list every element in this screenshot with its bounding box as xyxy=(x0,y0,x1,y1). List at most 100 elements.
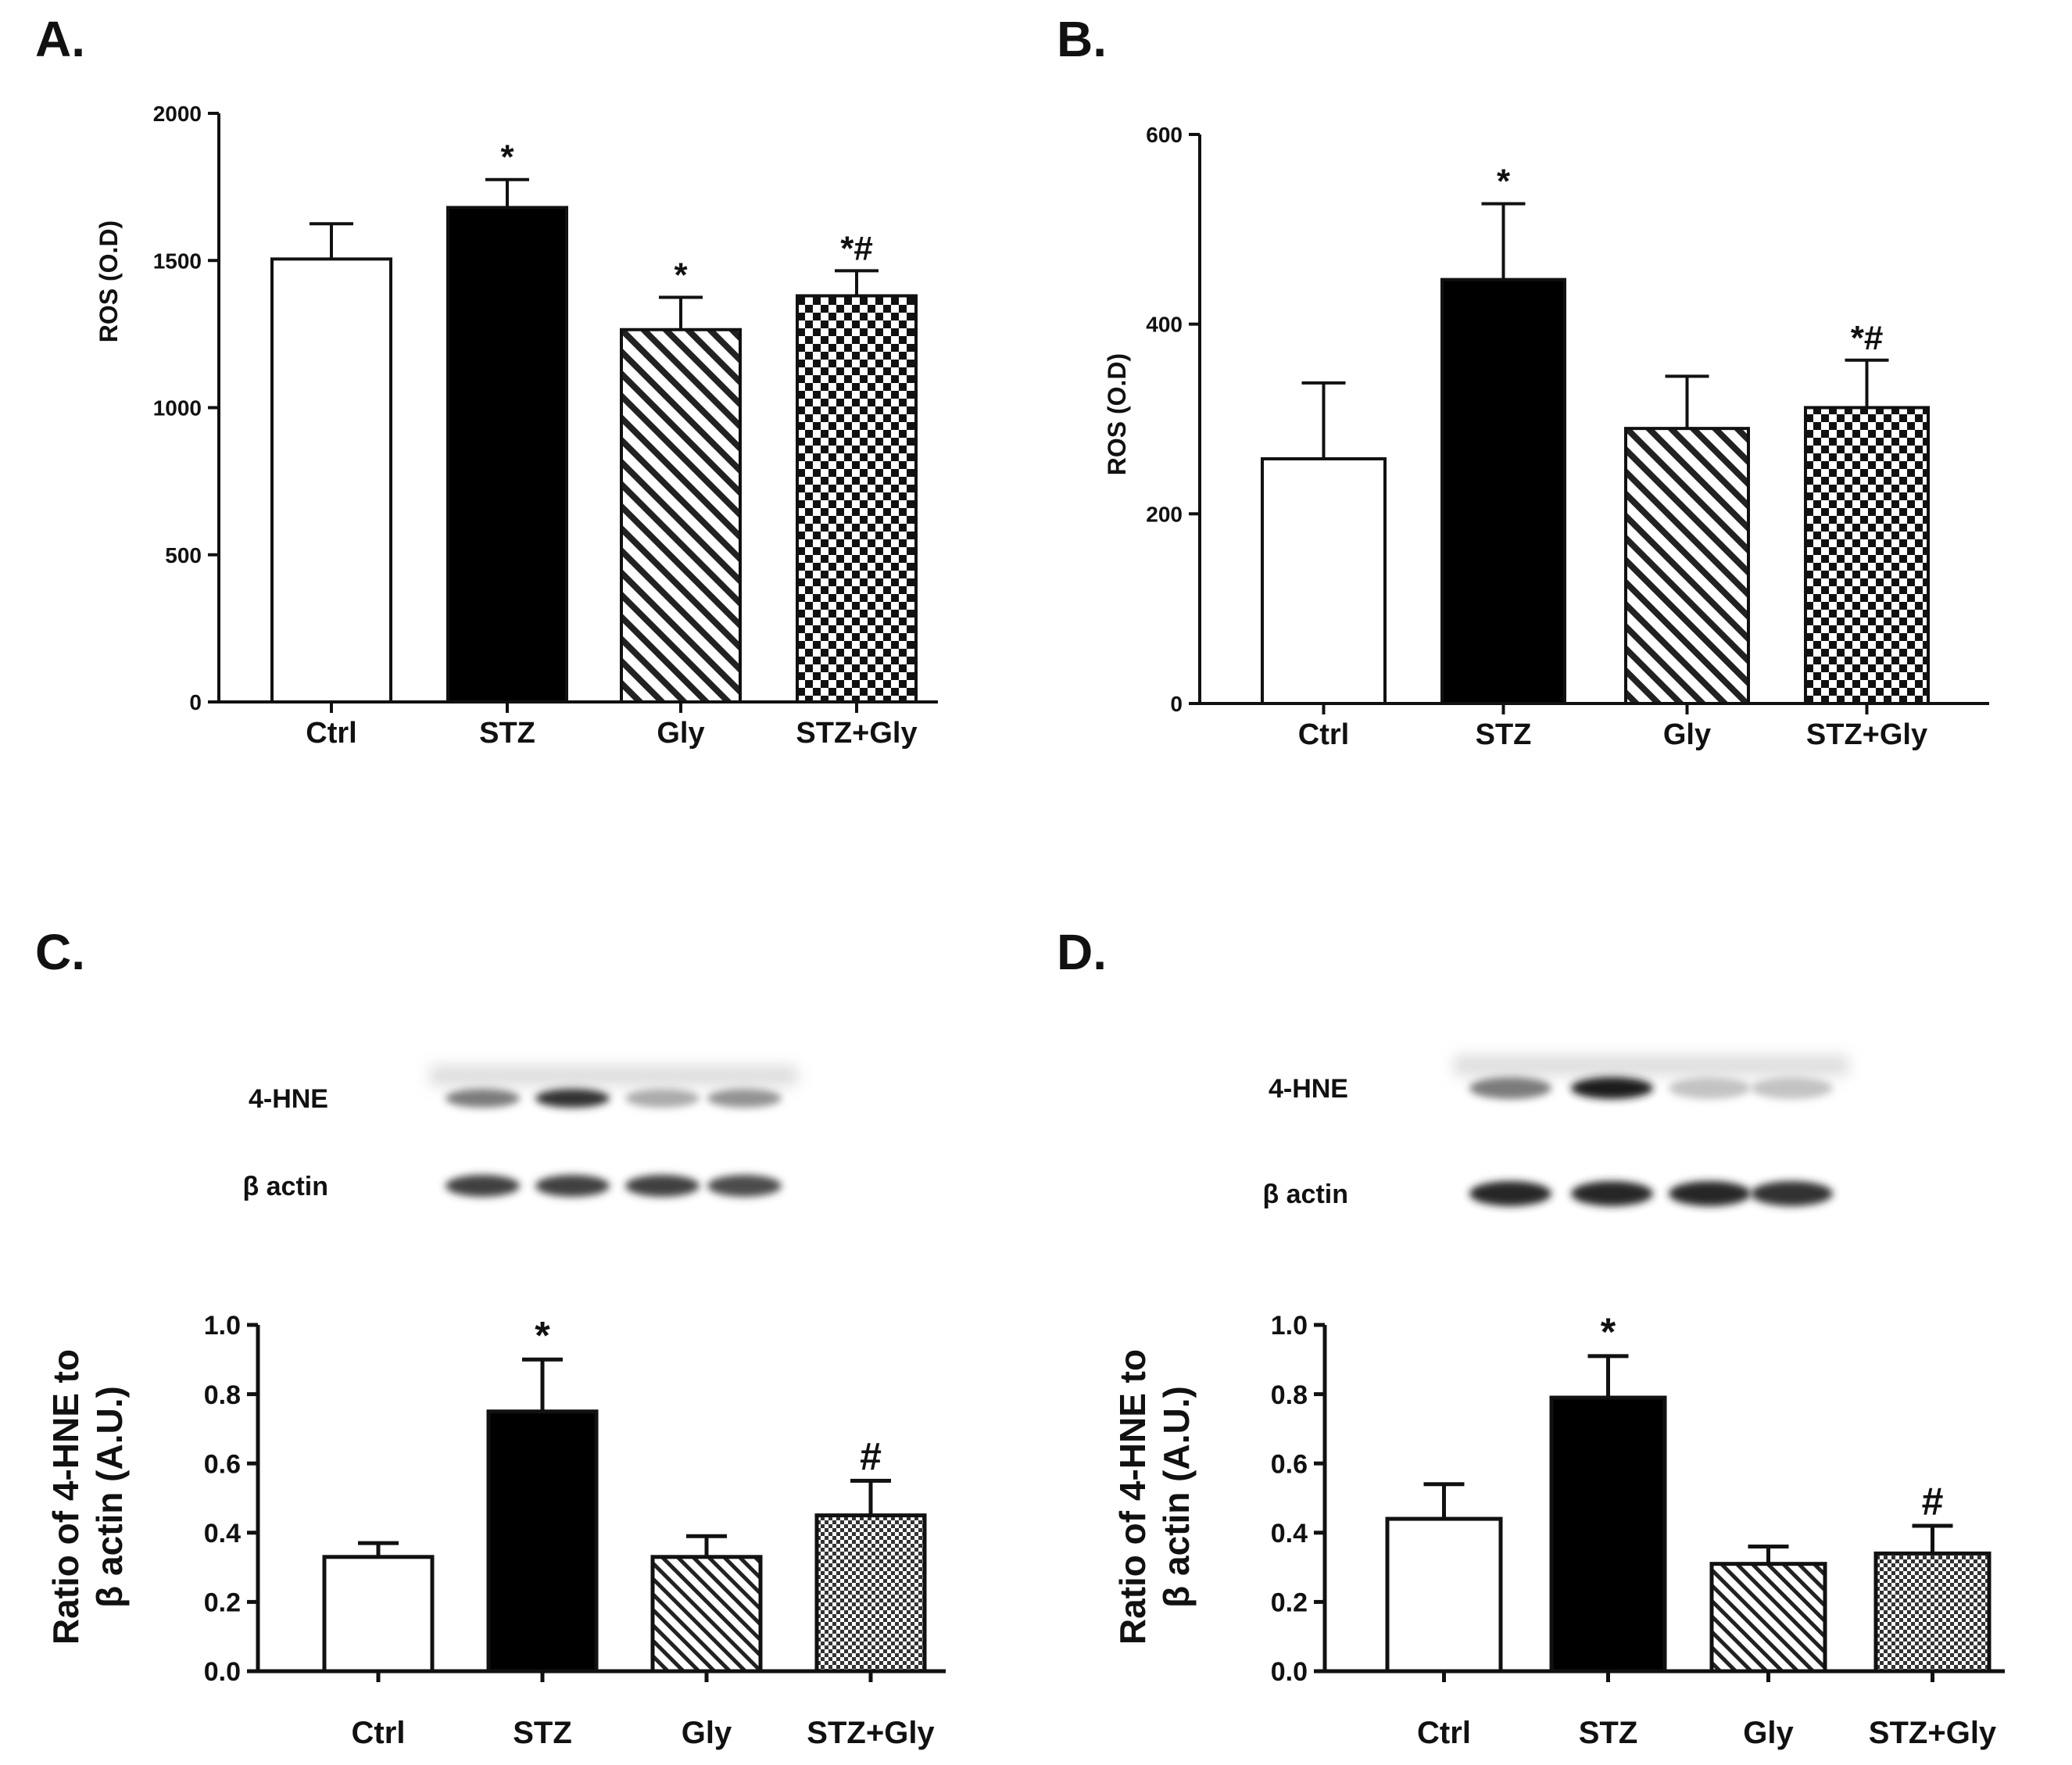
significance-mark: * xyxy=(500,138,514,177)
band-4hne xyxy=(1469,1077,1551,1099)
x-category-label: Gly xyxy=(657,717,704,750)
x-category-label: Ctrl xyxy=(1298,718,1349,751)
y-axis-label: ROS (O.D) xyxy=(95,220,123,342)
bar-ctrl xyxy=(270,257,392,703)
y-tick-label: 500 xyxy=(165,543,202,567)
band-4hne xyxy=(707,1089,782,1108)
significance-mark: *# xyxy=(840,229,873,267)
significance-mark: * xyxy=(1497,163,1511,201)
y-tick-label: 1000 xyxy=(153,396,202,421)
significance-mark: * xyxy=(1601,1310,1616,1354)
x-category-label: STZ+Gly xyxy=(1806,718,1927,751)
chart-panel-b: 0 200 400 600 ROS (O.D) Ctrl STZ * Gly STZ+Gly *# xyxy=(1103,123,1989,751)
bar-gly xyxy=(1624,427,1750,706)
x-category-label: Gly xyxy=(1663,718,1711,751)
y-axis-label-line: Ratio of 4-HNE to xyxy=(1112,1349,1153,1645)
band-beta-actin xyxy=(1669,1181,1751,1206)
bar-stz xyxy=(486,1409,599,1674)
significance-mark: * xyxy=(674,256,688,294)
y-tick-label: 0 xyxy=(189,690,202,714)
x-category-label: STZ xyxy=(479,717,535,750)
y-tick-label: 0.4 xyxy=(1271,1519,1308,1548)
x-category-label: Ctrl xyxy=(352,1716,406,1750)
y-tick-label: 400 xyxy=(1146,313,1183,337)
panel-label-b: B. xyxy=(1057,11,1107,67)
y-tick-label: 0.8 xyxy=(204,1380,241,1410)
bar-stz-plus-gly xyxy=(1873,1551,1991,1674)
x-category-label: Ctrl xyxy=(1417,1716,1471,1750)
band-beta-actin xyxy=(1571,1181,1653,1206)
x-category-label: STZ+Gly xyxy=(1869,1716,1997,1750)
band-4hne xyxy=(446,1089,520,1108)
y-axis-label-line: β actin (A.U.) xyxy=(1156,1386,1197,1608)
y-tick-label: 0.2 xyxy=(204,1588,241,1618)
y-tick-label: 1500 xyxy=(153,249,202,273)
band-4hne xyxy=(625,1089,700,1108)
panel-label-d: D. xyxy=(1057,924,1107,980)
blot-label-beta-actin: β actin xyxy=(242,1172,328,1201)
bar-gly xyxy=(650,1555,763,1674)
blot-background xyxy=(430,1065,797,1086)
chart-panel-c: 0.0 0.2 0.4 0.6 0.8 1.0 Ratio of 4-HNE to β act… xyxy=(45,1311,946,1750)
y-tick-label: 0.0 xyxy=(1271,1657,1308,1687)
band-4hne xyxy=(1669,1077,1751,1099)
significance-mark: * xyxy=(535,1313,550,1357)
y-tick-label: 600 xyxy=(1146,123,1183,147)
bar-stz-plus-gly xyxy=(796,294,918,703)
bar-gly xyxy=(1709,1562,1827,1674)
western-blot-c: 4-HNE β actin xyxy=(242,1065,797,1201)
y-axis-label-line: β actin (A.U.) xyxy=(89,1386,130,1608)
y-tick-label: 0.0 xyxy=(204,1657,241,1687)
panel-label-a: A. xyxy=(35,11,85,67)
x-category-label: Gly xyxy=(682,1716,732,1750)
significance-mark: *# xyxy=(1851,319,1884,357)
bar-stz xyxy=(1440,277,1566,705)
x-category-label: STZ+Gly xyxy=(796,717,917,750)
bar-ctrl xyxy=(1261,456,1387,706)
x-category-label: Ctrl xyxy=(306,717,356,750)
blot-label-beta-actin: β actin xyxy=(1262,1180,1348,1209)
chart-panel-a: 0 500 1000 1500 2000 ROS (O.D) Ctrl STZ * Gly * STZ… xyxy=(95,102,938,750)
bar-stz xyxy=(446,206,568,704)
band-beta-actin xyxy=(625,1175,700,1197)
y-tick-label: 0.6 xyxy=(1271,1449,1308,1479)
band-beta-actin xyxy=(446,1175,520,1197)
band-beta-actin xyxy=(535,1175,610,1197)
blot-background xyxy=(1454,1055,1848,1076)
chart-panel-d: 0.0 0.2 0.4 0.6 0.8 1.0 Ratio of 4-HNE to β act… xyxy=(1112,1310,2005,1750)
band-4hne xyxy=(1751,1077,1833,1099)
bar-ctrl xyxy=(322,1555,435,1674)
bar-gly xyxy=(620,328,742,703)
bar-stz xyxy=(1549,1395,1667,1674)
panel-label-c: C. xyxy=(35,924,85,980)
band-4hne xyxy=(1571,1077,1653,1099)
significance-mark: # xyxy=(1922,1480,1944,1523)
y-tick-label: 2000 xyxy=(153,102,202,126)
y-tick-label: 0.6 xyxy=(204,1449,241,1479)
blot-label-4hne: 4-HNE xyxy=(1269,1074,1348,1104)
bar-stz-plus-gly xyxy=(814,1513,927,1674)
x-category-label: Gly xyxy=(1743,1716,1794,1750)
y-axis-label: ROS (O.D) xyxy=(1103,353,1131,475)
y-tick-label: 1.0 xyxy=(1271,1311,1308,1341)
y-tick-label: 0 xyxy=(1170,692,1183,716)
x-category-label: STZ+Gly xyxy=(807,1716,935,1750)
x-category-label: STZ xyxy=(1476,718,1532,751)
blot-label-4hne: 4-HNE xyxy=(249,1084,328,1114)
y-tick-label: 0.8 xyxy=(1271,1380,1308,1410)
x-category-label: STZ xyxy=(513,1716,572,1750)
significance-mark: # xyxy=(860,1434,882,1478)
y-tick-label: 1.0 xyxy=(204,1311,241,1341)
western-blot-d: 4-HNE β actin xyxy=(1262,1055,1848,1209)
y-tick-label: 0.2 xyxy=(1271,1588,1308,1618)
y-axis-label-line: Ratio of 4-HNE to xyxy=(45,1349,86,1645)
band-beta-actin xyxy=(707,1175,782,1197)
y-tick-label: 0.4 xyxy=(204,1519,241,1548)
bar-ctrl xyxy=(1385,1516,1503,1674)
band-beta-actin xyxy=(1469,1181,1551,1206)
bar-stz-plus-gly xyxy=(1804,406,1930,705)
band-beta-actin xyxy=(1751,1181,1833,1206)
x-category-label: STZ xyxy=(1579,1716,1638,1750)
y-tick-label: 200 xyxy=(1146,502,1183,526)
